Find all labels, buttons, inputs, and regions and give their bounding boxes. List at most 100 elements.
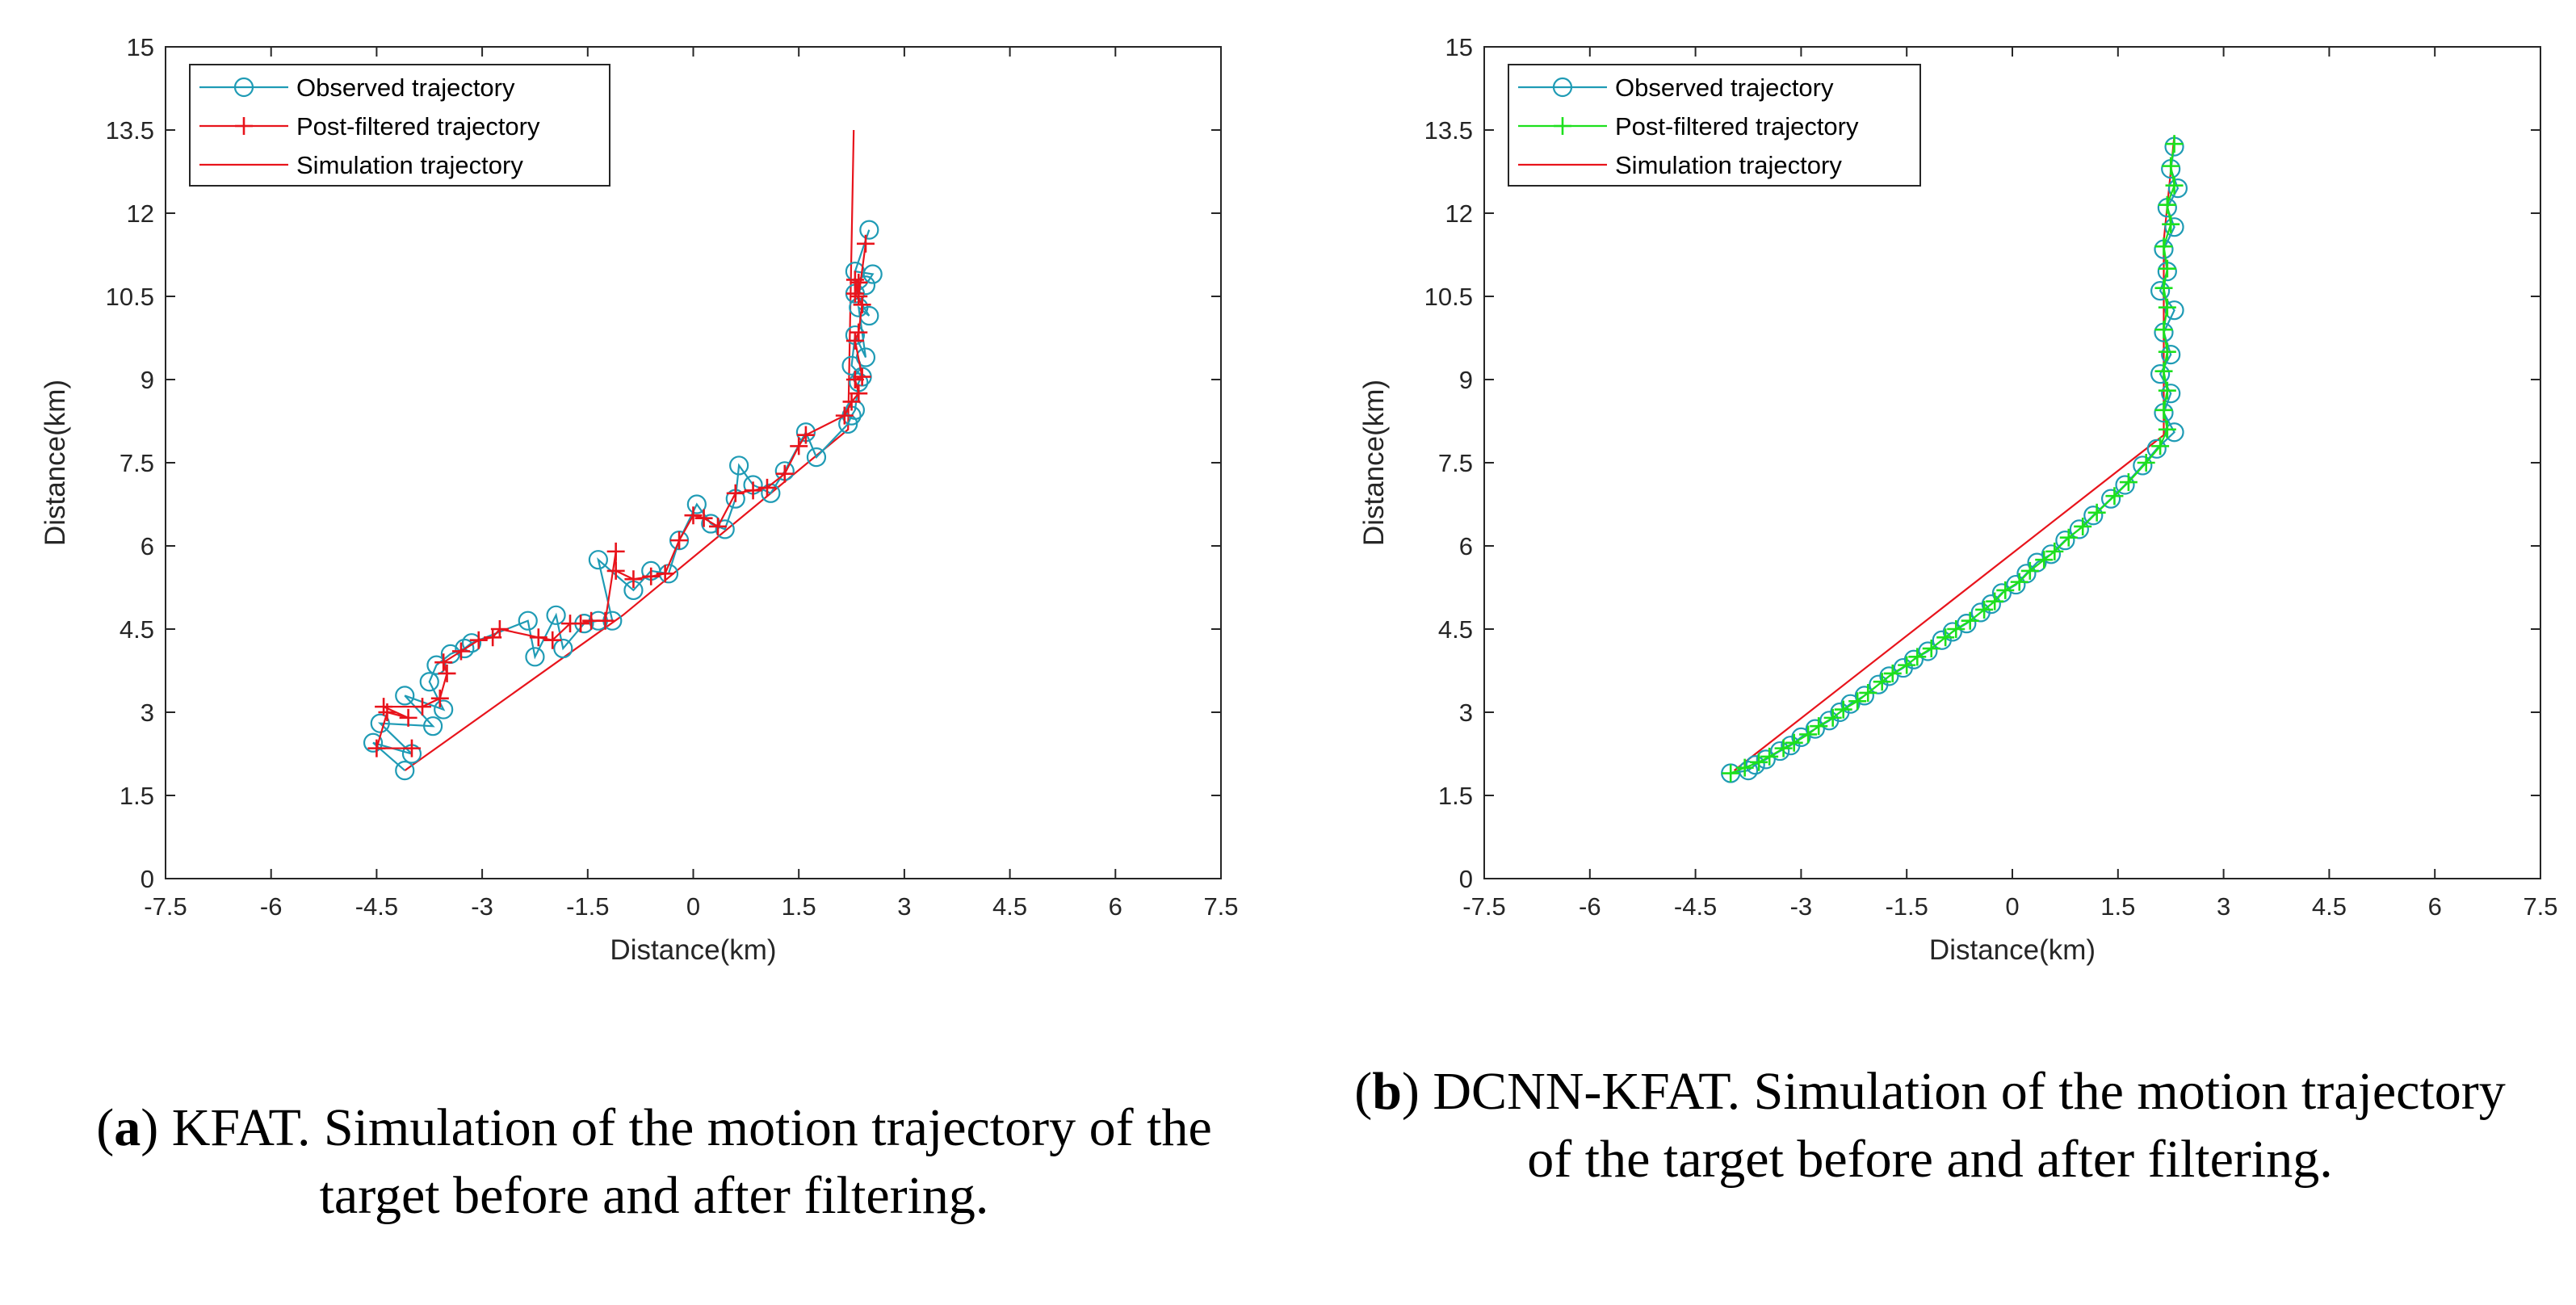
y-tick-label: 1.5 [120, 782, 154, 810]
data-point-circle [588, 550, 608, 570]
data-point-circle [363, 732, 384, 753]
data-point-circle [806, 447, 827, 468]
data-point-circle [729, 455, 749, 476]
data-point-plus [543, 631, 562, 649]
data-point-plus [744, 481, 762, 500]
y-tick-label: 0 [1459, 865, 1473, 893]
data-point-plus [708, 517, 727, 535]
data-point-plus [2045, 542, 2064, 560]
data-point-plus [1908, 648, 1927, 666]
data-point-plus [2158, 298, 2176, 317]
y-tick-label: 13.5 [1424, 116, 1473, 145]
data-point-circle [859, 220, 879, 240]
data-point-circle [1805, 719, 1825, 739]
data-point-circle [2055, 531, 2075, 551]
data-point-circle [455, 638, 475, 659]
data-point-plus [606, 561, 625, 580]
data-point-plus [842, 392, 861, 411]
data-point-circle [518, 611, 538, 631]
data-point-circle [2115, 475, 2135, 495]
data-point-plus [2020, 561, 2039, 580]
x-tick-label: -3 [471, 892, 493, 921]
data-point-plus [1961, 611, 1979, 630]
data-point-circle [686, 494, 707, 514]
data-point-plus [2074, 517, 2092, 535]
x-tick-label: -7.5 [144, 892, 187, 921]
y-tick-label: 15 [127, 33, 154, 61]
data-point-plus [670, 531, 689, 550]
data-point-plus [845, 331, 864, 350]
data-point-plus [529, 628, 548, 647]
data-point-plus [2105, 487, 2124, 506]
data-point-circle [395, 760, 415, 781]
data-point-plus [484, 628, 502, 647]
data-point-plus [2059, 528, 2078, 547]
data-point-plus [1785, 733, 1803, 752]
data-point-circle [2164, 300, 2184, 321]
x-tick-label: -3 [1790, 892, 1813, 921]
data-point-circle [2069, 519, 2089, 539]
chart-panel-a: -7.5 -6 -4.5 -3 -1.5 0 1.5 3 4.5 6 7.5 0 1.5 3 4.5 6 7.5… [40, 33, 1239, 966]
data-point-circle [553, 638, 573, 659]
x-tick-label: 7.5 [2523, 892, 2557, 921]
data-point-circle [2167, 178, 2188, 199]
data-point-plus [1859, 683, 1877, 702]
data-point-plus [757, 478, 776, 497]
data-point-circle [1981, 594, 2001, 615]
y-tick-label: 4.5 [120, 615, 154, 644]
data-point-plus [438, 664, 456, 682]
y-tick-label: 12 [1445, 199, 1473, 228]
data-point-circle [1854, 686, 1874, 706]
data-point-circle [2041, 544, 2062, 564]
data-point-plus [726, 484, 745, 502]
data-point-circle [1745, 755, 1765, 775]
data-point-plus [1799, 725, 1818, 744]
data-point-plus [375, 698, 393, 716]
data-point-circle [2100, 489, 2121, 509]
legend-swatch-marker [1554, 117, 1571, 135]
y-tick-label: 3 [1459, 699, 1473, 727]
data-point-circle [1770, 741, 1790, 762]
data-point-plus [2158, 195, 2176, 214]
data-point-plus [1883, 664, 1902, 682]
x-tick-label: -6 [260, 892, 283, 921]
caption-b-letter: b [1372, 1062, 1402, 1121]
y-axis-label: Distance(km) [40, 380, 71, 546]
data-point-plus [2165, 176, 2184, 195]
data-point-plus [2165, 135, 2184, 153]
data-point-plus [2137, 454, 2155, 472]
x-tick-label: -1.5 [566, 892, 609, 921]
x-tick-label: 0 [2005, 892, 2019, 921]
data-point-circle [525, 647, 545, 667]
data-point-plus [2087, 503, 2106, 522]
data-point-plus [2162, 215, 2180, 233]
data-point-circle [1942, 622, 1962, 642]
data-point-plus [1898, 656, 1916, 674]
data-point-plus [572, 615, 590, 633]
data-point-circle [423, 716, 443, 736]
y-tick-label: 15 [1445, 33, 1473, 61]
data-point-plus [1823, 708, 1842, 727]
x-tick-label: 3 [2217, 892, 2230, 921]
x-tick-label: -4.5 [355, 892, 398, 921]
data-point-plus [1975, 600, 1994, 619]
data-point-circle [1840, 694, 1861, 714]
data-point-plus [399, 708, 417, 727]
data-point-plus [1947, 620, 1966, 638]
data-point-plus [850, 384, 868, 403]
data-point-circle [2161, 345, 2181, 365]
legend-label: Post-filtered trajectory [296, 112, 540, 141]
x-tick-label: -1.5 [1885, 892, 1928, 921]
data-point-circle [855, 347, 876, 367]
x-tick-label: 7.5 [1203, 892, 1238, 921]
data-point-circle [1903, 649, 1924, 669]
data-point-circle [2146, 438, 2167, 459]
data-point-circle [2083, 506, 2104, 526]
x-tick-label: -7.5 [1462, 892, 1505, 921]
data-point-circle [2164, 217, 2184, 237]
data-point-circle [1918, 641, 1938, 661]
data-point-plus [796, 426, 815, 444]
x-tick-label: -6 [1579, 892, 1601, 921]
data-point-plus [2154, 237, 2173, 256]
series-post-filtered-trajectory [367, 234, 875, 757]
